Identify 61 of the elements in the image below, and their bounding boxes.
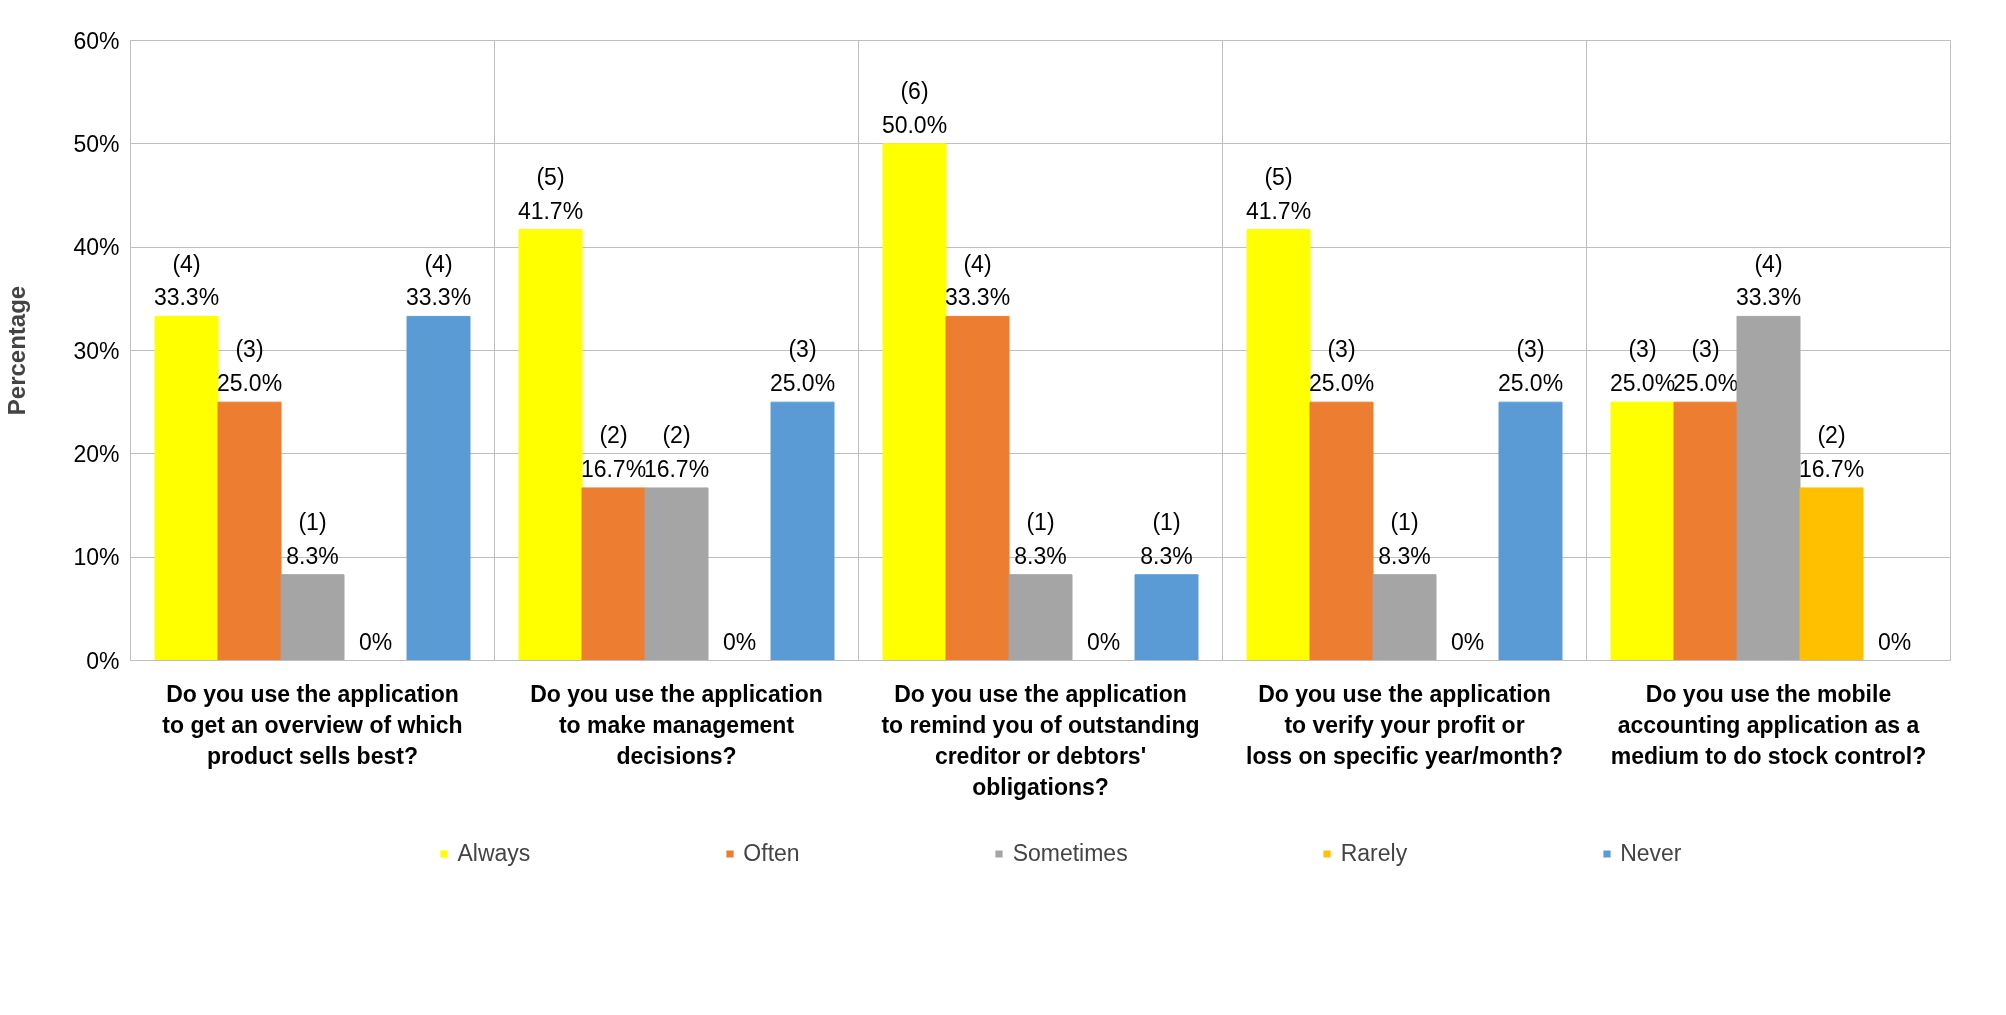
y-tick-label: 20% bbox=[73, 440, 120, 467]
data-label: (4) 33.3% bbox=[153, 250, 220, 311]
y-axis-title: Percentage bbox=[3, 285, 31, 416]
bar bbox=[644, 487, 709, 661]
x-tick-label: Do you use the application to remind you of outstanding creditor or debtors' obligations? bbox=[881, 680, 1200, 801]
bar bbox=[770, 401, 835, 661]
bar bbox=[280, 574, 345, 661]
data-label: (5) 41.7% bbox=[1245, 163, 1312, 224]
data-label: (1) 8.3% bbox=[1378, 508, 1431, 569]
data-label: (3) 25.0% bbox=[216, 336, 283, 397]
data-label: 0% bbox=[722, 628, 757, 655]
bar bbox=[1610, 401, 1675, 661]
bar bbox=[1372, 574, 1437, 661]
data-label: (2) 16.7% bbox=[1798, 422, 1865, 482]
data-label: (3) 25.0% bbox=[1308, 336, 1375, 397]
data-label: 0% bbox=[1086, 628, 1121, 655]
bar bbox=[1799, 487, 1864, 661]
bar bbox=[217, 401, 282, 661]
x-tick-label: Do you use the application to verify your profit or loss on specific year/month? bbox=[1246, 680, 1563, 769]
y-tick-label: 30% bbox=[73, 337, 120, 364]
bar bbox=[1008, 574, 1073, 661]
legend-label: Often bbox=[743, 839, 800, 867]
bar bbox=[1246, 229, 1311, 661]
data-label: (4) 33.3% bbox=[1735, 250, 1802, 311]
data-label: (1) 8.3% bbox=[286, 508, 339, 569]
data-label: (4) 33.3% bbox=[944, 250, 1011, 311]
bar bbox=[518, 229, 583, 661]
legend-label: Always bbox=[457, 839, 531, 867]
bar bbox=[406, 315, 471, 661]
bar bbox=[1309, 401, 1374, 661]
data-label: (1) 8.3% bbox=[1140, 508, 1193, 569]
bar bbox=[945, 315, 1010, 661]
y-tick-label: 10% bbox=[73, 544, 120, 571]
data-label: (3) 25.0% bbox=[1497, 336, 1564, 397]
bar bbox=[581, 487, 646, 661]
legend-label: Rarely bbox=[1340, 839, 1408, 867]
bar bbox=[882, 143, 947, 661]
data-label: (3) 25.0% bbox=[1609, 336, 1676, 397]
bar bbox=[154, 315, 219, 661]
y-tick-label: 40% bbox=[73, 234, 120, 261]
bar bbox=[1498, 401, 1563, 661]
data-label: 0% bbox=[358, 628, 393, 655]
data-label: (1) 8.3% bbox=[1014, 508, 1067, 569]
x-tick-label: Do you use the application to get an overview of which product sells best? bbox=[162, 680, 463, 769]
legend-label: Never bbox=[1620, 839, 1682, 867]
data-label: (2) 16.7% bbox=[580, 422, 647, 482]
bar bbox=[1736, 315, 1801, 661]
y-tick-label: 0% bbox=[86, 647, 120, 674]
data-label: (3) 25.0% bbox=[769, 336, 836, 397]
bar bbox=[1134, 574, 1199, 661]
x-tick-label: Do you use the application to make management decisions? bbox=[530, 680, 823, 769]
legend-label: Sometimes bbox=[1012, 839, 1128, 867]
data-label: (6) 50.0% bbox=[881, 78, 948, 138]
data-label: 0% bbox=[1450, 628, 1485, 655]
y-tick-label: 50% bbox=[73, 130, 120, 157]
bar bbox=[1673, 401, 1738, 661]
y-tick-label: 60% bbox=[73, 27, 120, 54]
x-tick-label: Do you use the mobile accounting application as a medium to do stock control? bbox=[1610, 680, 1927, 769]
data-label: 0% bbox=[1877, 628, 1912, 655]
data-label: (4) 33.3% bbox=[405, 250, 472, 311]
data-label: (5) 41.7% bbox=[517, 163, 584, 224]
